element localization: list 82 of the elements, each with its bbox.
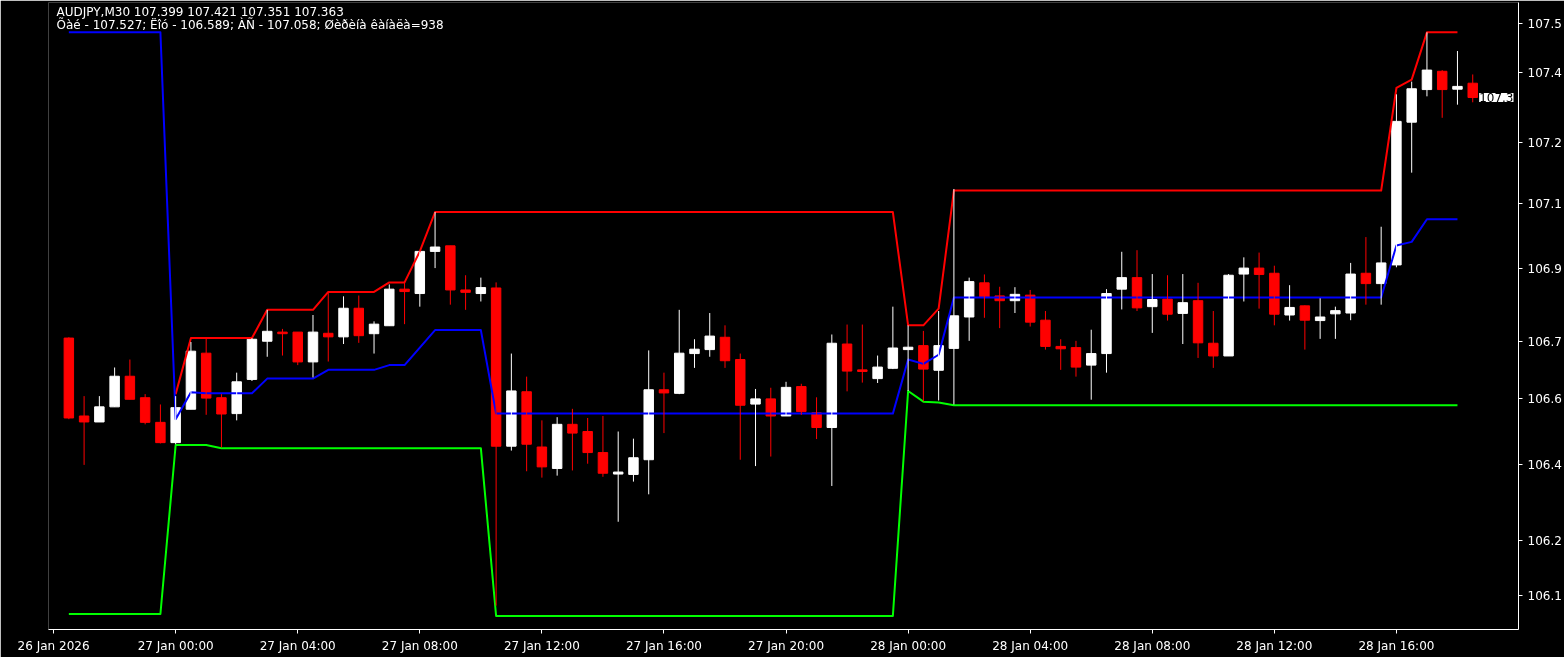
- candlestick: [704, 312, 715, 358]
- line-series: [67, 389, 1459, 617]
- candlestick: [1467, 73, 1478, 103]
- annotation: 107.3: [1479, 91, 1514, 106]
- candlestick: [1375, 226, 1387, 306]
- y-tick-label: 107.4: [1527, 65, 1562, 80]
- x-tick-label: 28 Jan 04:00: [992, 638, 1069, 653]
- candlestick: [231, 372, 242, 421]
- x-tick-label: 28 Jan 08:00: [1114, 638, 1191, 653]
- x-tick-label: 27 Jan 12:00: [503, 638, 580, 653]
- candlestick: [384, 283, 395, 327]
- candlestick: [689, 338, 700, 369]
- candlestick: [1101, 288, 1112, 374]
- candlestick: [1330, 306, 1341, 340]
- x-tick-label: 28 Jan 00:00: [870, 638, 947, 653]
- candlestick: [658, 372, 670, 434]
- candlestick: [521, 376, 532, 472]
- y-tick-label: 106.6: [1527, 392, 1562, 407]
- candlestick: [1269, 265, 1280, 326]
- candlestick: [460, 274, 471, 311]
- candlestick: [1345, 262, 1356, 321]
- x-tick-label: 27 Jan 08:00: [381, 638, 458, 653]
- candlestick: [338, 295, 349, 345]
- x-tick-label: 28 Jan 12:00: [1236, 638, 1313, 653]
- candlestick: [979, 273, 990, 319]
- candlestick: [1147, 273, 1158, 334]
- candlestick: [643, 349, 654, 495]
- candlestick: [582, 417, 593, 465]
- y-tick-label: 106.2: [1527, 533, 1562, 548]
- candlestick: [1177, 273, 1189, 345]
- candlestick: [1208, 310, 1219, 369]
- candlestick: [1116, 251, 1127, 310]
- candlestick: [735, 353, 746, 461]
- y-tick-label: 107.1: [1527, 196, 1562, 211]
- candlestick: [277, 328, 288, 357]
- candlestick: [353, 295, 365, 344]
- x-tick-label: 27 Jan 00:00: [137, 638, 214, 653]
- x-tick-label: 27 Jan 04:00: [259, 638, 336, 653]
- candlestick: [674, 309, 685, 395]
- candlestick: [1406, 81, 1417, 174]
- candlestick: [1223, 273, 1234, 357]
- candlestick: [826, 333, 838, 487]
- candlestick: [261, 309, 273, 358]
- y-tick-label: 106.7: [1527, 335, 1562, 350]
- candlestick: [551, 416, 563, 477]
- y-tick-label: 107.2: [1527, 136, 1562, 151]
- candlestick: [750, 388, 761, 467]
- candlestick: [109, 366, 120, 408]
- candlestick: [506, 353, 517, 452]
- y-tick-label: 106.4: [1527, 458, 1562, 472]
- candlestick: [1452, 50, 1463, 106]
- candlestick: [628, 438, 639, 483]
- x-tick-label: 28 Jan 16:00: [1358, 638, 1435, 653]
- candlestick: [872, 355, 883, 384]
- candlestick: [1314, 297, 1326, 340]
- x-tick-label: 27 Jan 20:00: [748, 638, 825, 653]
- candlestick: [1024, 289, 1036, 328]
- candlestick: [1436, 69, 1448, 119]
- candlestick: [963, 277, 975, 342]
- candlestick: [1162, 274, 1173, 322]
- candlestick: [445, 245, 456, 306]
- candlestick: [1040, 310, 1051, 351]
- candlestick: [63, 336, 75, 420]
- candlestick: [1391, 93, 1402, 268]
- candlestick: [323, 292, 334, 363]
- candlestick: [1086, 329, 1097, 401]
- x-tick-label: 26 Jan 2026: [17, 638, 90, 653]
- candlestick: [1284, 284, 1295, 322]
- candlestick: [857, 324, 868, 384]
- candlestick: [292, 331, 303, 366]
- candlestick: [155, 403, 166, 444]
- candlestick: [567, 408, 578, 471]
- candlestick: [414, 250, 426, 308]
- y-tick-label: 107.5: [1527, 17, 1562, 32]
- candlestick: [216, 393, 227, 448]
- candlestick: [1238, 256, 1250, 302]
- y-tick-label: 106.9: [1527, 261, 1562, 276]
- candlestick: [796, 383, 807, 416]
- y-tick-label: 106.1: [1527, 588, 1562, 603]
- x-tick-label: 27 Jan 16:00: [625, 638, 702, 653]
- candlestick: [94, 395, 105, 423]
- candlestick: [612, 431, 624, 523]
